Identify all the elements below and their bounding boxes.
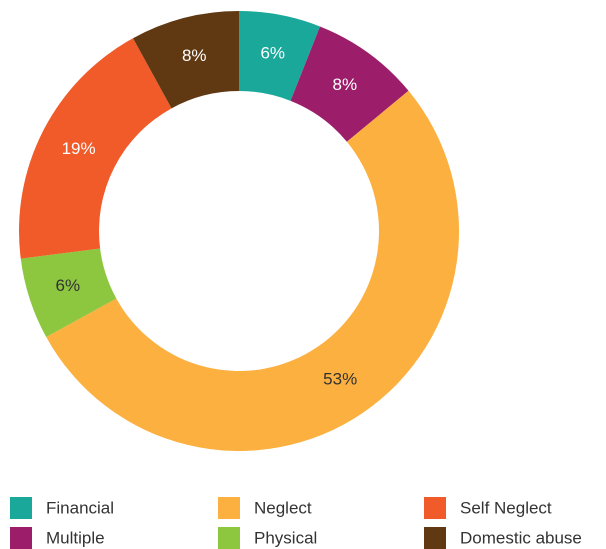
- donut-slice: [18, 38, 172, 259]
- legend-swatch: [10, 497, 32, 519]
- slice-label: 6%: [260, 44, 285, 63]
- donut-slice: [133, 10, 239, 109]
- slice-label: 8%: [182, 46, 207, 65]
- slice-label: 19%: [62, 139, 96, 158]
- legend-label: Physical: [254, 528, 317, 547]
- donut-slice: [239, 11, 320, 101]
- legend-swatch: [218, 497, 240, 519]
- legend-label: Neglect: [254, 498, 312, 517]
- donut-slice: [46, 90, 460, 452]
- legend-swatch: [424, 497, 446, 519]
- legend-label: Self Neglect: [460, 498, 552, 517]
- legend-swatch: [10, 527, 32, 549]
- legend-label: Multiple: [46, 528, 105, 547]
- donut-slice: [20, 248, 117, 337]
- legend-swatch: [424, 527, 446, 549]
- legend-label: Domestic abuse: [460, 528, 582, 547]
- slice-label: 6%: [56, 276, 81, 295]
- slice-label: 8%: [333, 75, 358, 94]
- legend-label: Financial: [46, 498, 114, 517]
- legend-swatch: [218, 527, 240, 549]
- donut-slice: [290, 26, 409, 142]
- slice-label: 53%: [323, 369, 357, 388]
